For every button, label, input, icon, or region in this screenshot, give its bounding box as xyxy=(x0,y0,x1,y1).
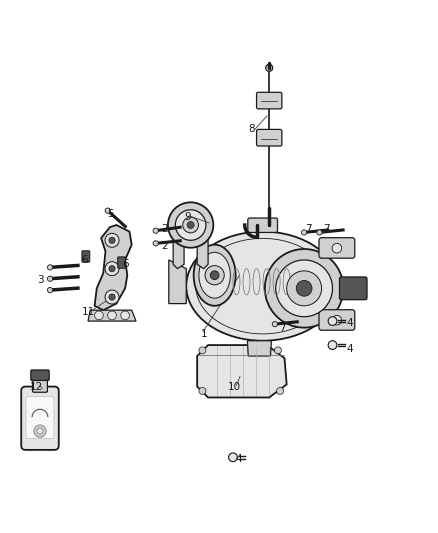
Circle shape xyxy=(105,290,119,304)
Circle shape xyxy=(47,276,53,281)
Circle shape xyxy=(37,428,43,434)
Text: 4: 4 xyxy=(235,455,242,464)
Circle shape xyxy=(109,237,115,244)
Circle shape xyxy=(121,311,130,320)
Circle shape xyxy=(109,294,115,300)
FancyBboxPatch shape xyxy=(21,386,59,450)
Polygon shape xyxy=(197,240,208,269)
Circle shape xyxy=(276,260,332,317)
Circle shape xyxy=(153,241,158,246)
FancyBboxPatch shape xyxy=(339,277,367,300)
Circle shape xyxy=(199,387,206,394)
Ellipse shape xyxy=(199,252,230,298)
FancyBboxPatch shape xyxy=(82,251,90,262)
Circle shape xyxy=(332,316,342,325)
Polygon shape xyxy=(88,310,136,321)
FancyBboxPatch shape xyxy=(248,218,278,232)
Text: 10: 10 xyxy=(228,382,241,392)
Polygon shape xyxy=(247,341,272,356)
Text: 2: 2 xyxy=(161,224,168,235)
Circle shape xyxy=(153,228,158,233)
Circle shape xyxy=(210,271,219,280)
Circle shape xyxy=(199,347,206,354)
Text: 6: 6 xyxy=(122,260,128,269)
Text: 4: 4 xyxy=(346,318,353,328)
Circle shape xyxy=(328,317,337,326)
FancyBboxPatch shape xyxy=(257,92,282,109)
Text: 4: 4 xyxy=(346,344,353,354)
Circle shape xyxy=(275,347,282,354)
FancyBboxPatch shape xyxy=(319,310,355,330)
Text: 11: 11 xyxy=(81,308,95,317)
Polygon shape xyxy=(173,240,184,269)
Text: 5: 5 xyxy=(107,209,114,219)
FancyBboxPatch shape xyxy=(319,238,355,258)
Circle shape xyxy=(301,230,307,235)
FancyBboxPatch shape xyxy=(257,130,282,146)
Polygon shape xyxy=(95,225,132,310)
Circle shape xyxy=(105,233,119,247)
Text: 9: 9 xyxy=(184,212,191,222)
FancyBboxPatch shape xyxy=(32,377,47,392)
Circle shape xyxy=(265,249,343,328)
Circle shape xyxy=(47,265,53,270)
Circle shape xyxy=(317,230,322,235)
Text: 3: 3 xyxy=(37,274,43,285)
Circle shape xyxy=(47,287,53,293)
Text: 8: 8 xyxy=(248,124,255,134)
Circle shape xyxy=(187,222,194,229)
Ellipse shape xyxy=(194,245,236,306)
Circle shape xyxy=(296,280,312,296)
FancyBboxPatch shape xyxy=(118,257,126,268)
Circle shape xyxy=(95,311,103,320)
Circle shape xyxy=(168,203,213,248)
Circle shape xyxy=(287,271,321,306)
Polygon shape xyxy=(169,260,186,304)
Circle shape xyxy=(183,217,198,233)
Ellipse shape xyxy=(186,231,339,341)
FancyBboxPatch shape xyxy=(31,370,49,381)
FancyBboxPatch shape xyxy=(26,397,54,439)
Circle shape xyxy=(109,265,115,272)
Circle shape xyxy=(105,208,110,213)
Text: 12: 12 xyxy=(30,382,43,392)
Circle shape xyxy=(34,425,46,437)
Text: 2: 2 xyxy=(161,240,168,251)
Text: 7: 7 xyxy=(279,322,286,333)
Circle shape xyxy=(105,262,119,276)
Text: 7: 7 xyxy=(305,224,312,235)
Circle shape xyxy=(229,453,237,462)
Text: 1: 1 xyxy=(201,329,207,339)
Circle shape xyxy=(266,64,273,71)
Text: 7: 7 xyxy=(323,224,329,235)
Circle shape xyxy=(175,210,206,240)
Circle shape xyxy=(277,387,284,394)
Circle shape xyxy=(108,311,117,320)
Text: 6: 6 xyxy=(81,255,88,265)
Circle shape xyxy=(332,244,342,253)
Circle shape xyxy=(328,341,337,350)
Circle shape xyxy=(205,265,224,285)
Circle shape xyxy=(272,321,278,327)
Polygon shape xyxy=(197,345,287,398)
